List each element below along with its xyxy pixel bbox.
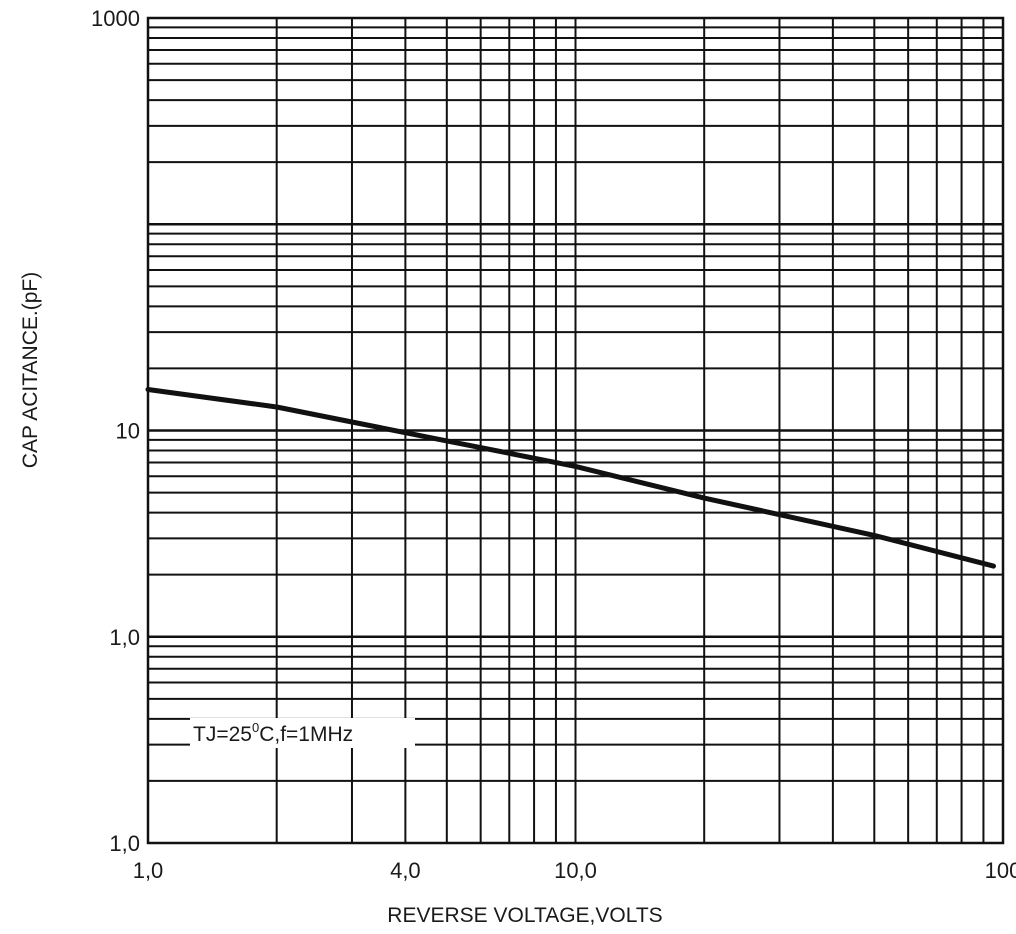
annotation-superscript: 0 — [252, 720, 259, 735]
x-axis-title: REVERSE VOLTAGE,VOLTS — [387, 904, 662, 927]
x-tick-label: 100 — [985, 858, 1016, 883]
y-tick-label: 10 — [116, 419, 140, 444]
y-axis-title: CAP ACITANCE.(pF) — [19, 272, 42, 468]
capacitance-curve — [145, 387, 996, 569]
condition-annotation: TJ=250C,f=1MHz — [190, 718, 415, 748]
x-tick-label: 1,0 — [133, 858, 164, 883]
y-tick-label: 1000 — [91, 6, 140, 31]
y-tick-label: 1,0 — [109, 831, 140, 856]
annotation-text: TJ=250C,f=1MHz — [193, 720, 353, 746]
x-tick-label: 10,0 — [554, 858, 597, 883]
series-layer — [145, 387, 996, 569]
grid — [148, 18, 1003, 843]
x-tick-label: 4,0 — [390, 858, 421, 883]
plot-frame — [146, 16, 1005, 845]
annotation-prefix: TJ=25 — [193, 723, 252, 746]
y-tick-label: 1,0 — [109, 625, 140, 650]
annotation-background — [190, 718, 415, 748]
annotation-suffix: C,f=1MHz — [259, 723, 353, 746]
